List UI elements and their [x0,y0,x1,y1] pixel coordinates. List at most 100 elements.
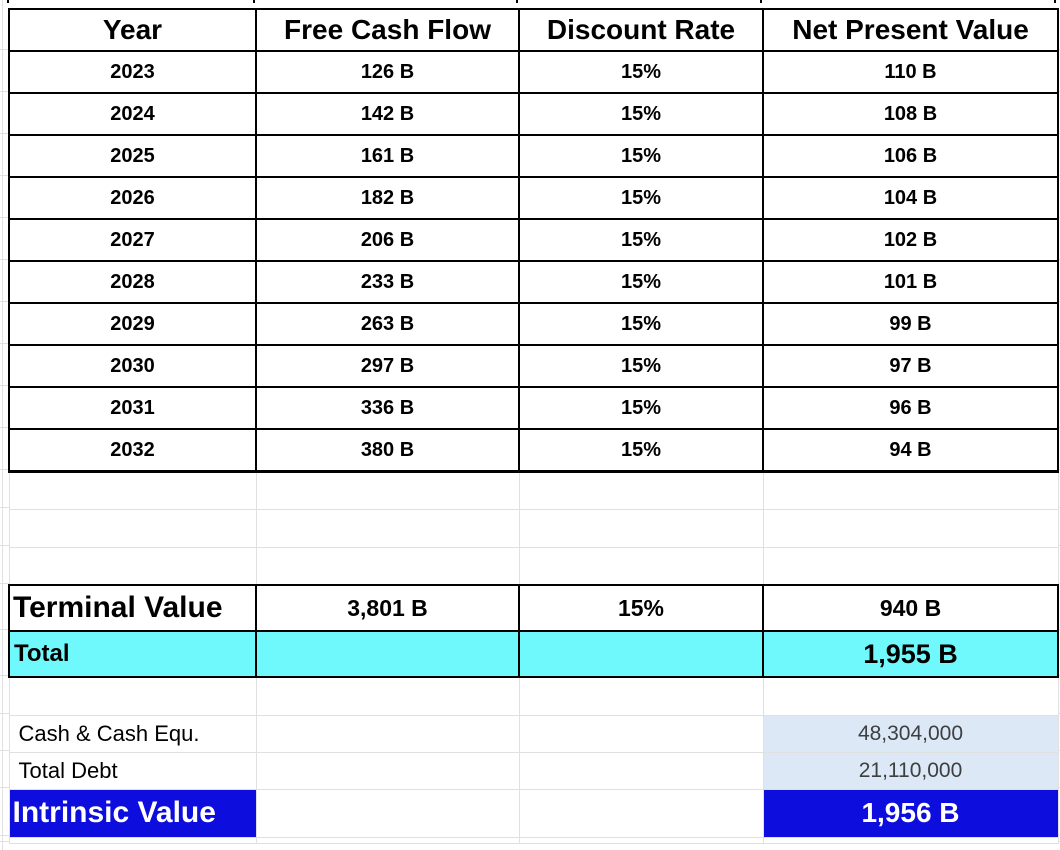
cash-row: Cash & Cash Equ. 48,304,000 [8,714,1059,753]
header-net-present-value[interactable]: Net Present Value [762,8,1059,52]
cell-rate[interactable]: 15% [518,428,764,473]
cash-value[interactable]: 48,304,000 [762,714,1059,753]
empty-cell[interactable] [518,546,764,586]
empty-cell[interactable] [255,546,520,586]
empty-cell[interactable] [762,676,1059,716]
cell-npv[interactable]: 101 B [762,260,1059,304]
total-value[interactable]: 1,955 B [762,630,1059,678]
cell-fcf[interactable]: 206 B [255,218,520,262]
empty-cell[interactable] [8,836,257,844]
table-row: 2032 380 B 15% 94 B [8,428,1059,473]
empty-cell[interactable] [518,714,764,753]
intrinsic-value[interactable]: 1,956 B [762,788,1059,838]
cell-npv[interactable]: 99 B [762,302,1059,346]
cell-rate[interactable]: 15% [518,134,764,178]
terminal-npv[interactable]: 940 B [762,584,1059,632]
dcf-table: Year Free Cash Flow Discount Rate Net Pr… [8,8,1059,844]
empty-cell[interactable] [255,470,520,510]
empty-row [8,470,1059,510]
cell-fcf[interactable]: 161 B [255,134,520,178]
empty-cell[interactable] [518,508,764,548]
empty-cell[interactable] [255,508,520,548]
empty-cell[interactable] [518,788,764,838]
empty-cell[interactable] [8,546,257,586]
top-border-tick [516,0,518,3]
cell-npv[interactable]: 104 B [762,176,1059,220]
header-year[interactable]: Year [8,8,257,52]
cell-npv[interactable]: 108 B [762,92,1059,136]
empty-cell[interactable] [518,470,764,510]
cell-fcf[interactable]: 297 B [255,344,520,388]
header-free-cash-flow[interactable]: Free Cash Flow [255,8,520,52]
cell-npv[interactable]: 102 B [762,218,1059,262]
total-label[interactable]: Total [8,630,257,678]
cell-rate[interactable]: 15% [518,386,764,430]
empty-cell[interactable] [255,751,520,790]
table-row: 2031 336 B 15% 96 B [8,386,1059,430]
cell-fcf[interactable]: 380 B [255,428,520,473]
empty-cell[interactable] [518,751,764,790]
empty-cell[interactable] [518,630,764,678]
cell-year[interactable]: 2023 [8,50,257,94]
empty-cell[interactable] [255,630,520,678]
cell-npv[interactable]: 110 B [762,50,1059,94]
empty-cell[interactable] [518,676,764,716]
empty-cell[interactable] [762,546,1059,586]
empty-cell[interactable] [762,508,1059,548]
terminal-fcf[interactable]: 3,801 B [255,584,520,632]
top-border-tick [7,0,9,3]
empty-cell[interactable] [762,470,1059,510]
terminal-rate[interactable]: 15% [518,584,764,632]
table-row: 2025 161 B 15% 106 B [8,134,1059,178]
cell-fcf[interactable]: 336 B [255,386,520,430]
empty-cell[interactable] [8,676,257,716]
empty-cell[interactable] [255,836,520,844]
cell-year[interactable]: 2030 [8,344,257,388]
empty-cell[interactable] [762,836,1059,844]
empty-cell[interactable] [255,714,520,753]
cell-year[interactable]: 2025 [8,134,257,178]
cell-rate[interactable]: 15% [518,176,764,220]
debt-label[interactable]: Total Debt [8,751,257,790]
cell-year[interactable]: 2027 [8,218,257,262]
intrinsic-value-label[interactable]: Intrinsic Value [8,788,257,838]
table-row: 2023 126 B 15% 110 B [8,50,1059,94]
cell-npv[interactable]: 94 B [762,428,1059,473]
cell-rate[interactable]: 15% [518,302,764,346]
cell-year[interactable]: 2029 [8,302,257,346]
cell-fcf[interactable]: 263 B [255,302,520,346]
cell-npv[interactable]: 97 B [762,344,1059,388]
empty-cell[interactable] [8,470,257,510]
cash-label[interactable]: Cash & Cash Equ. [8,714,257,753]
cell-npv[interactable]: 106 B [762,134,1059,178]
cell-fcf[interactable]: 126 B [255,50,520,94]
cell-rate[interactable]: 15% [518,344,764,388]
cell-fcf[interactable]: 233 B [255,260,520,304]
cell-year[interactable]: 2032 [8,428,257,473]
empty-row [8,836,1059,844]
empty-cell[interactable] [8,508,257,548]
cell-year[interactable]: 2026 [8,176,257,220]
empty-row [8,508,1059,548]
empty-cell[interactable] [255,788,520,838]
cell-npv[interactable]: 96 B [762,386,1059,430]
cell-year[interactable]: 2028 [8,260,257,304]
empty-cell[interactable] [255,676,520,716]
cell-rate[interactable]: 15% [518,50,764,94]
terminal-value-label[interactable]: Terminal Value [8,584,257,632]
total-row: Total 1,955 B [8,630,1059,678]
top-border-tick [253,0,255,3]
cell-year[interactable]: 2031 [8,386,257,430]
cell-rate[interactable]: 15% [518,92,764,136]
cell-fcf[interactable]: 182 B [255,176,520,220]
header-discount-rate[interactable]: Discount Rate [518,8,764,52]
cell-rate[interactable]: 15% [518,260,764,304]
top-border-tick [760,0,762,3]
debt-value[interactable]: 21,110,000 [762,751,1059,790]
cell-year[interactable]: 2024 [8,92,257,136]
empty-cell[interactable] [518,836,764,844]
cell-fcf[interactable]: 142 B [255,92,520,136]
intrinsic-value-row: Intrinsic Value 1,956 B [8,788,1059,838]
debt-row: Total Debt 21,110,000 [8,751,1059,790]
cell-rate[interactable]: 15% [518,218,764,262]
